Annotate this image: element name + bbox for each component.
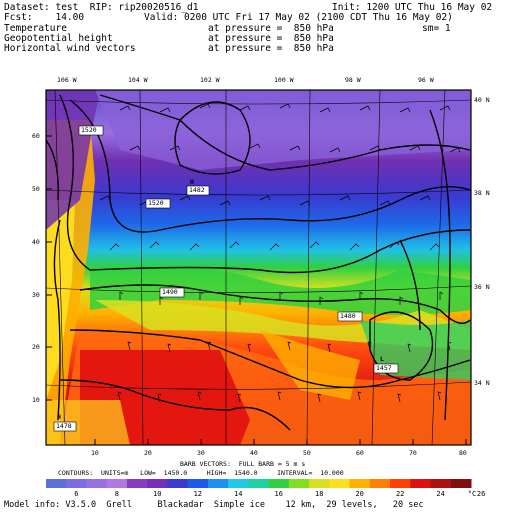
colorbar-swatch [147,479,168,488]
contour-label: 1478 [56,422,72,430]
colorbar-swatch [106,479,128,488]
pressure-level-3: at pressure = 850 hPa [208,43,334,54]
valid-time: Valid: 0200 UTC Fri 17 May 02 (2100 CDT … [144,12,453,23]
colorbar-swatch [430,479,452,488]
lon-label: 96 W [418,76,434,84]
lat-label: 38 N [474,189,490,197]
colorbar-swatch [86,479,108,488]
colorbar-label: 14 [234,490,243,498]
high-pressure-marker: H [57,413,61,421]
colorbar-swatch [369,479,391,488]
colorbar-label: °C [467,490,477,498]
colorbar-swatch [228,479,249,488]
plot-frame [45,89,472,446]
colorbar-swatch [410,479,432,488]
colorbar-label: 18 [314,490,324,498]
grid-x-label: 80 [459,449,467,457]
colorbar-label: 6 [74,490,79,498]
high-pressure-marker: H [190,178,194,186]
colorbar-swatch [66,479,87,488]
temperature-field [46,90,471,445]
grid-x-label: 30 [197,449,205,457]
colorbar-label: 24 [436,490,445,498]
dataset-label: Dataset: test RIP: rip20020516_d1 [4,2,199,13]
grid-x-label: 50 [303,449,311,457]
colorbar-swatch [207,479,229,488]
colorbar-label: 22 [395,490,405,498]
lat-label: 36 N [474,283,490,291]
contour-label: 1520 [81,126,97,134]
lon-label: 102 W [200,76,220,84]
colorbar-swatch [46,479,67,488]
colorbar-swatch [268,479,290,488]
colorbar-swatch [167,479,189,488]
lat-lon-grid [46,90,471,445]
grid-y-label: 20 [32,343,40,351]
grid-x-label: 40 [250,449,258,457]
colorbar-label: 20 [355,490,364,498]
field-wind: Horizontal wind vectors [4,43,136,54]
lat-label: 40 N [474,96,490,104]
grid-y-label: 40 [32,238,40,246]
smoothing-label: sm= 1 [422,23,451,34]
lat-label: 34 N [474,379,490,387]
colorbar [46,479,472,488]
lon-label: 100 W [274,76,294,84]
pressure-level-2: at pressure = 850 hPa [208,33,334,44]
colorbar-swatch [288,479,310,488]
grid-y-label: 50 [32,185,40,193]
colorbar-label: 26 [476,490,486,498]
low-pressure-marker: L [380,355,384,363]
wind-barbs [99,103,461,403]
grid-y-label: 10 [32,396,40,404]
colorbar-swatch [248,479,270,488]
contour-label-boxes [53,125,399,432]
grid-x-label: 70 [409,449,417,457]
forecast-hours: Fcst: 14.00 [4,12,85,23]
lon-label: 98 W [345,76,361,84]
axis-ticks [46,135,467,445]
init-time: Init: 1200 UTC Thu 16 May 02 [332,2,493,13]
lon-label: 104 W [128,76,148,84]
grid-y-label: 60 [32,132,40,140]
contour-label: 1520 [148,199,164,207]
colorbar-label: 8 [114,490,119,498]
grid-x-label: 60 [356,449,364,457]
contours-legend: CONTOURS: UNITS=m LOW= 1450.0 HIGH= 1540… [58,469,344,477]
colorbar-swatch [309,479,330,488]
colorbar-swatch [126,479,148,488]
lon-label: 106 W [57,76,77,84]
colorbar-swatch [349,479,371,488]
colorbar-swatch [390,479,411,488]
pressure-level-1: at pressure = 850 hPa [208,23,334,34]
grid-x-label: 20 [144,449,152,457]
grid-x-label: 10 [91,449,99,457]
barb-vectors-legend: BARB VECTORS: FULL BARB = 5 m s [180,460,306,468]
contour-label: 1482 [189,186,205,194]
contour-label: 1457 [376,364,392,372]
colorbar-label: 12 [193,490,202,498]
field-temperature: Temperature [4,23,67,34]
colorbar-label: 10 [153,490,162,498]
contour-label: 1490 [162,288,178,296]
height-contours [46,94,471,431]
field-geopotential: Geopotential height [4,33,113,44]
colorbar-swatch [450,479,472,488]
colorbar-swatch [329,479,351,488]
contour-label: 1480 [340,312,356,320]
colorbar-swatch [187,479,209,488]
colorbar-label: 16 [274,490,283,498]
model-info: Model info: V3.5.0 Grell Blackadar Simpl… [4,500,424,510]
grid-y-label: 30 [32,291,40,299]
